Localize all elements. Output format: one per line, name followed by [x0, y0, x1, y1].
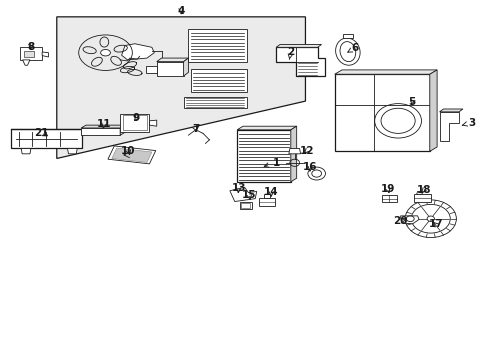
Polygon shape — [381, 195, 396, 202]
Text: 9: 9 — [132, 113, 140, 123]
Polygon shape — [149, 120, 157, 126]
Text: 15: 15 — [242, 190, 256, 201]
Polygon shape — [120, 125, 125, 135]
Bar — [188, 30, 246, 62]
Text: 11: 11 — [97, 119, 111, 129]
Text: 2: 2 — [286, 46, 294, 59]
Polygon shape — [334, 70, 436, 74]
Bar — [241, 203, 250, 208]
Text: 21: 21 — [34, 128, 48, 138]
Polygon shape — [57, 17, 305, 158]
Polygon shape — [334, 74, 429, 151]
Polygon shape — [120, 114, 149, 132]
Bar — [122, 116, 147, 130]
Polygon shape — [276, 47, 325, 76]
Polygon shape — [122, 44, 154, 60]
Polygon shape — [183, 58, 188, 76]
Text: 1: 1 — [264, 158, 280, 168]
Polygon shape — [146, 66, 157, 73]
Text: 7: 7 — [192, 124, 199, 134]
Polygon shape — [81, 125, 125, 128]
Polygon shape — [239, 202, 251, 209]
Polygon shape — [288, 148, 300, 154]
Text: 4: 4 — [177, 6, 184, 16]
Bar — [190, 69, 246, 92]
Text: 16: 16 — [303, 162, 317, 172]
Text: 18: 18 — [416, 185, 430, 195]
Polygon shape — [429, 70, 436, 151]
Polygon shape — [20, 47, 42, 60]
Text: 8: 8 — [27, 42, 35, 51]
Polygon shape — [237, 126, 296, 130]
Text: 19: 19 — [380, 184, 394, 194]
Polygon shape — [21, 148, 31, 154]
Polygon shape — [290, 126, 296, 182]
Bar — [237, 130, 290, 182]
Polygon shape — [22, 60, 30, 65]
Polygon shape — [413, 194, 430, 202]
Ellipse shape — [426, 216, 433, 221]
Polygon shape — [400, 216, 418, 224]
Text: 10: 10 — [121, 145, 136, 156]
Bar — [81, 128, 120, 135]
Polygon shape — [229, 187, 256, 202]
Polygon shape — [416, 192, 422, 194]
Text: 3: 3 — [461, 118, 474, 128]
Text: 6: 6 — [347, 43, 358, 53]
Text: 14: 14 — [264, 187, 278, 197]
Text: 5: 5 — [408, 97, 415, 107]
Text: 13: 13 — [231, 183, 245, 193]
Polygon shape — [11, 129, 82, 148]
Text: 20: 20 — [392, 216, 407, 226]
Text: 17: 17 — [427, 220, 442, 229]
Polygon shape — [342, 35, 352, 38]
Ellipse shape — [101, 49, 110, 56]
Polygon shape — [157, 58, 188, 62]
Bar — [24, 50, 34, 57]
Text: 12: 12 — [299, 145, 313, 156]
Polygon shape — [112, 148, 152, 162]
Polygon shape — [259, 198, 274, 206]
Polygon shape — [264, 194, 269, 198]
Polygon shape — [42, 52, 48, 57]
Polygon shape — [439, 109, 462, 112]
Polygon shape — [157, 62, 183, 76]
Polygon shape — [276, 44, 321, 47]
Polygon shape — [439, 112, 458, 140]
Polygon shape — [108, 146, 156, 164]
Bar — [183, 97, 246, 108]
Polygon shape — [67, 148, 77, 154]
